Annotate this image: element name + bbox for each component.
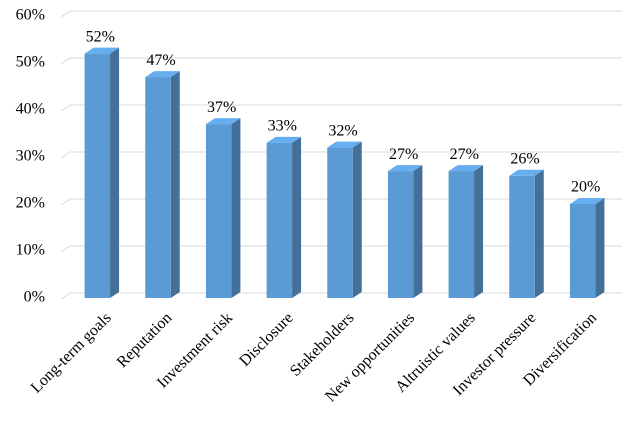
grid-line (60, 245, 622, 253)
bar-face (595, 198, 605, 298)
bar-face (145, 77, 171, 298)
grid-line (60, 104, 622, 112)
bar-face (231, 118, 241, 298)
bar-face (569, 198, 605, 204)
value-label: 32% (328, 122, 357, 139)
grid-line (60, 292, 622, 300)
bar (327, 141, 362, 298)
bar-face (413, 165, 423, 298)
bar-face (352, 141, 362, 298)
y-tick-label: 30% (16, 148, 45, 165)
bar-face (205, 124, 232, 298)
bar-face (205, 118, 241, 125)
value-label: 27% (389, 146, 418, 163)
x-tick-label: Long-term goals (28, 309, 115, 396)
value-label: 26% (510, 150, 539, 167)
bar-face (145, 71, 180, 78)
value-label: 47% (146, 52, 175, 69)
bar-face (509, 175, 535, 298)
bar-face (292, 136, 302, 298)
grid-line (60, 57, 622, 65)
bar-face (387, 165, 423, 172)
bar (509, 169, 544, 298)
bar-face (266, 136, 302, 143)
y-tick-label: 0% (24, 289, 45, 306)
bar (84, 47, 120, 298)
bar-face (84, 47, 120, 54)
bar (205, 118, 241, 298)
y-tick-label: 50% (16, 54, 45, 71)
value-label: 52% (86, 28, 115, 45)
value-label: 20% (571, 179, 600, 196)
bar (266, 136, 302, 298)
bar (569, 198, 605, 298)
bar-face (170, 71, 180, 298)
y-tick-label: 10% (16, 242, 45, 259)
bar-face (534, 169, 544, 298)
bar-face (387, 171, 414, 298)
bar-face (327, 141, 362, 148)
bar-face (448, 171, 475, 298)
value-label: 33% (268, 118, 297, 135)
grid-line (60, 198, 622, 206)
grid-line (60, 10, 622, 18)
bar-face (266, 142, 293, 298)
bar-face (84, 53, 111, 298)
x-tick-label: Reputation (114, 309, 176, 371)
bar-face (448, 165, 484, 172)
bar-face (509, 169, 544, 176)
y-tick-label: 40% (16, 101, 45, 118)
bar (145, 71, 180, 298)
bar (448, 165, 484, 298)
bar (387, 165, 423, 298)
y-tick-label: 60% (16, 7, 45, 24)
x-tick-label: Disclosure (236, 309, 296, 369)
bar-face (110, 47, 120, 298)
bar-face (327, 147, 353, 298)
y-tick-label: 20% (16, 195, 45, 212)
bar-face (569, 204, 596, 298)
bar-face (474, 165, 484, 298)
value-label: 37% (207, 99, 236, 116)
grid-line (60, 151, 622, 159)
value-label: 27% (450, 146, 479, 163)
